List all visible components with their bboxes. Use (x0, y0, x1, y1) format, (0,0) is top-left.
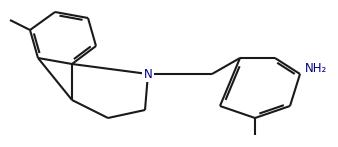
Text: N: N (144, 67, 152, 81)
Text: NH₂: NH₂ (305, 61, 327, 75)
